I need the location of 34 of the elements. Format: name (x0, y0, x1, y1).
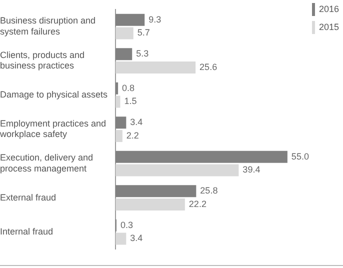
legend-label: 2015 (318, 22, 339, 32)
bar (116, 130, 122, 142)
y-tick-label: Damage to physical assets (0, 90, 108, 100)
data-label: 55.0 (291, 151, 309, 162)
y-tick-label: Business disruption and system failures (0, 16, 96, 36)
data-label: 25.8 (200, 186, 218, 196)
y-tick-label: External fraud (0, 192, 56, 202)
bar (116, 198, 185, 211)
bar (116, 14, 145, 26)
data-label: 9.3 (148, 14, 162, 24)
data-label: 0.3 (120, 220, 134, 230)
y-tick-label: Execution, delivery and process management (0, 152, 94, 174)
data-label: 22.2 (188, 198, 206, 209)
data-label: 1.5 (124, 96, 137, 106)
legend-label: 2016 (318, 4, 339, 14)
data-label: 3.4 (130, 233, 143, 244)
y-tick-label: Clients, products and business practices (0, 50, 85, 71)
data-label: 25.6 (200, 62, 218, 72)
data-label: 2.2 (126, 130, 139, 140)
y-tick-label: Employment practices and workplace safety (0, 118, 106, 140)
data-label: 5.7 (137, 28, 150, 38)
bar (116, 164, 239, 176)
bar (116, 232, 126, 245)
bar (116, 61, 196, 74)
bar (116, 27, 134, 40)
y-tick-label: Internal fraud (0, 226, 54, 237)
data-label: 5.3 (136, 48, 149, 59)
data-label: 0.8 (122, 82, 135, 93)
bar (116, 185, 196, 198)
data-label: 39.4 (242, 164, 260, 175)
data-label: 3.4 (130, 117, 143, 128)
bar (116, 48, 132, 60)
bar (116, 116, 126, 129)
bar (116, 150, 288, 163)
